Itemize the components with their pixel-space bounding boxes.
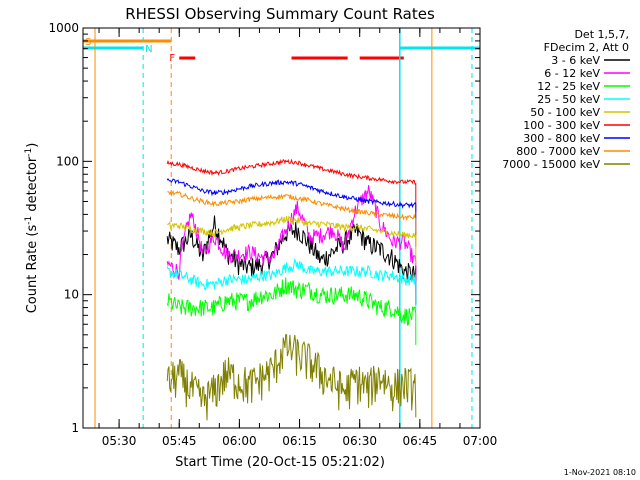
legend-label: 12 - 25 keV [537,80,600,93]
annotations: S N F [83,28,480,428]
series-line-4 [166,215,417,265]
series-lines [166,158,417,421]
legend-header-1: Det 1,5,7, [574,28,629,41]
x-tick-label: 05:30 [102,434,137,448]
y-tick-label: 1000 [48,21,79,35]
y-tick-label: 10 [64,288,79,302]
x-tick-label: 06:15 [282,434,317,448]
legend-label: 25 - 50 keV [537,93,600,106]
legend-label: 3 - 6 keV [551,54,600,67]
y-axis: 1 10 100 1000 [48,21,480,435]
series-line-2 [166,277,417,345]
series-line-6 [166,177,417,235]
x-tick-label: 06:00 [222,434,257,448]
x-axis: 05:30 05:45 06:00 06:15 06:30 06:45 07:00 [98,28,498,448]
footer-date: 1-Nov-2021 08:10 [564,468,636,477]
y-tick-label: 1 [71,421,79,435]
legend-label: 6 - 12 keV [544,67,600,80]
x-tick-label: 05:45 [162,434,197,448]
series-line-0 [166,215,417,305]
series-line-5 [166,158,417,212]
legend-label: 300 - 800 keV [523,132,600,145]
legend-header-2: FDecim 2, Att 0 [544,41,629,54]
saa-label: S [85,37,91,48]
night-label: N [145,44,152,55]
flare-label: F [169,53,175,64]
y-axis-label: Count Rate (s-1 detector-1) [24,143,40,314]
x-axis-label: Start Time (20-Oct-15 05:21:02) [175,455,385,470]
x-tick-label: 07:00 [463,434,498,448]
legend-label: 100 - 300 keV [523,119,600,132]
series-line-7 [167,189,417,247]
x-tick-label: 06:30 [342,434,377,448]
series-line-3 [166,257,417,310]
x-tick-label: 06:45 [403,434,438,448]
legend-label: 800 - 7000 keV [516,145,600,158]
legend-label: 7000 - 15000 keV [502,158,600,171]
y-tick-label: 100 [56,154,79,168]
series-line-8 [166,334,417,421]
legend-label: 50 - 100 keV [530,106,600,119]
plot-frame [82,27,481,429]
chart-title: RHESSI Observing Summary Count Rates [125,5,435,23]
